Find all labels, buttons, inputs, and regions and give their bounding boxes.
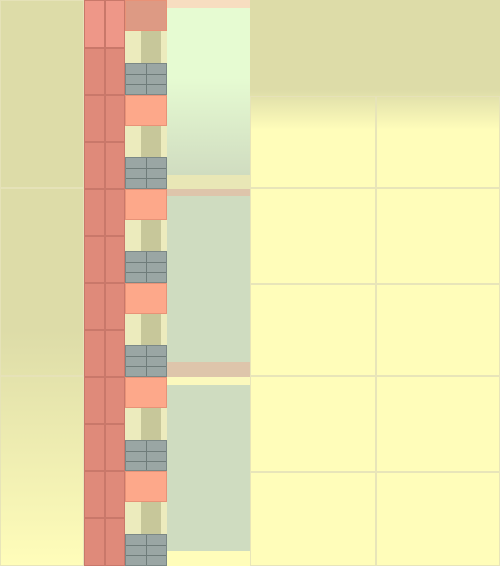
strip	[141, 219, 161, 251]
strip	[141, 31, 161, 63]
panel-divider	[167, 189, 250, 196]
block-orange	[125, 283, 167, 314]
grid-icon	[125, 440, 167, 471]
panel-gap	[167, 175, 250, 189]
grid-icon	[125, 251, 167, 283]
panel-bottom	[167, 385, 250, 551]
red-cell	[105, 48, 125, 95]
red-cell	[84, 48, 105, 95]
bg-tile	[250, 96, 376, 188]
red-cell	[84, 377, 105, 424]
block-orange	[125, 471, 167, 502]
red-cell	[84, 471, 105, 518]
panel-middle	[167, 196, 250, 362]
grid-icon	[125, 63, 167, 95]
strip	[141, 313, 161, 345]
grid-icon	[125, 157, 167, 189]
red-cell	[105, 330, 125, 377]
block-orange	[125, 377, 167, 408]
red-cell	[105, 142, 125, 189]
red-cell	[84, 95, 105, 142]
block-orange	[125, 189, 167, 220]
bg-tile	[376, 96, 500, 188]
red-cell	[105, 424, 125, 471]
red-cell	[84, 236, 105, 283]
bg-tile	[250, 284, 376, 376]
red-cell	[105, 377, 125, 424]
red-column-left	[84, 0, 105, 566]
panel-divider	[167, 362, 250, 377]
strip	[141, 125, 161, 157]
block-orange	[125, 95, 167, 126]
panel-top	[167, 8, 250, 175]
grid-icon	[125, 345, 167, 377]
red-cell	[105, 518, 125, 566]
panel-gap	[167, 377, 250, 385]
red-cell	[105, 0, 125, 48]
bg-tile	[376, 188, 500, 284]
red-cell	[105, 236, 125, 283]
bg-tile	[376, 284, 500, 376]
red-cell	[105, 95, 125, 142]
red-cell	[105, 283, 125, 330]
bg-tile	[376, 472, 500, 566]
red-cell	[84, 142, 105, 189]
red-cell	[105, 189, 125, 236]
red-cell	[105, 471, 125, 518]
bg-tile	[250, 376, 376, 472]
strip	[141, 408, 161, 440]
red-cell	[84, 330, 105, 377]
bg-tile	[0, 376, 84, 566]
bg-tile	[0, 188, 84, 376]
red-column-right	[105, 0, 125, 566]
panel-top-divider	[167, 0, 250, 8]
strip	[141, 502, 161, 534]
red-cell	[84, 424, 105, 471]
red-cell	[84, 189, 105, 236]
bg-tile	[376, 376, 500, 472]
bg-tile	[0, 0, 84, 188]
left-band	[0, 0, 84, 566]
red-cell	[84, 518, 105, 566]
bg-tile	[250, 472, 376, 566]
grid-icon	[125, 534, 167, 566]
red-cell	[84, 283, 105, 330]
red-cell	[84, 0, 105, 48]
block-orange	[125, 0, 167, 31]
bg-tile	[250, 188, 376, 284]
